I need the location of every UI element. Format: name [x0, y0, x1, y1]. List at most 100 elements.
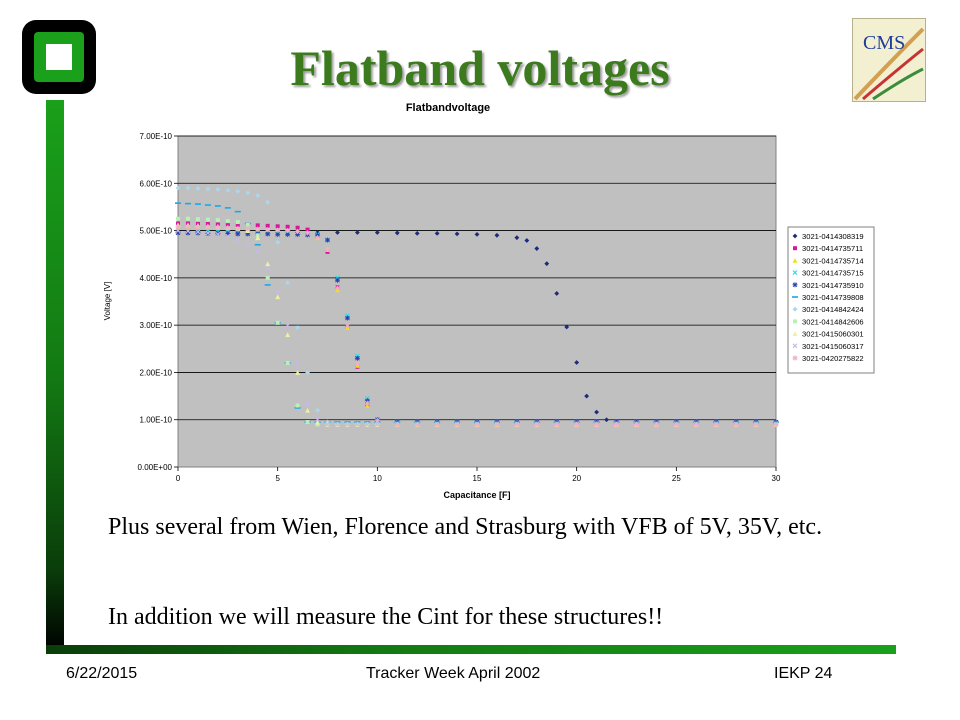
- data-point: [264, 284, 271, 286]
- y-tick-label: 4.00E-10: [140, 274, 173, 283]
- data-point: [195, 229, 201, 235]
- data-point: [394, 230, 400, 236]
- data-point: [534, 421, 540, 427]
- data-point: [325, 246, 330, 252]
- data-point: [184, 202, 191, 205]
- data-point: [285, 332, 291, 337]
- data-point: [295, 325, 300, 330]
- data-point: [195, 230, 201, 236]
- data-point: [295, 225, 300, 230]
- legend-marker: [792, 282, 798, 288]
- data-point: [733, 421, 739, 427]
- data-point: [574, 421, 580, 427]
- legend-marker: [792, 306, 798, 312]
- legend-marker: [792, 355, 798, 361]
- data-point: [235, 220, 240, 225]
- data-point: [265, 261, 271, 267]
- y-tick-label: 6.00E-10: [140, 179, 173, 188]
- data-point: [454, 231, 460, 237]
- data-point: [414, 421, 420, 427]
- data-point: [494, 421, 500, 427]
- x-tick-label: 25: [672, 474, 681, 483]
- data-point: [394, 421, 400, 427]
- data-point: [175, 224, 181, 230]
- data-point: [614, 421, 620, 427]
- data-point: [225, 225, 231, 231]
- legend-label: 3021-0420275822: [802, 354, 864, 363]
- data-point: [454, 421, 460, 427]
- legend-label: 3021-0414735711: [802, 244, 863, 253]
- y-tick-label: 7.00E-10: [140, 132, 173, 141]
- data-point: [285, 280, 291, 285]
- data-point: [514, 421, 520, 427]
- data-point: [255, 226, 261, 232]
- x-tick-label: 15: [473, 474, 482, 483]
- data-point: [195, 186, 201, 191]
- legend-marker: [793, 246, 797, 251]
- data-point: [474, 421, 480, 427]
- data-point: [265, 275, 270, 280]
- data-point: [225, 230, 231, 236]
- data-point: [374, 418, 380, 424]
- data-point: [185, 185, 191, 191]
- series-3021-0420275822: [175, 224, 779, 427]
- y-tick-label: 2.00E-10: [140, 368, 173, 377]
- data-point: [584, 393, 590, 399]
- legend: 3021-0414308319 3021-0414735711 3021-04147…: [792, 232, 864, 363]
- data-point: [285, 360, 290, 365]
- data-point: [175, 202, 181, 204]
- x-tick-label: 20: [572, 474, 581, 483]
- data-point: [195, 224, 201, 230]
- data-point: [194, 203, 201, 205]
- legend-label: 3021-0414735714: [802, 256, 864, 265]
- data-point: [245, 242, 251, 248]
- data-point: [275, 231, 281, 237]
- data-point: [633, 421, 639, 427]
- data-point: [225, 187, 231, 193]
- y-tick-label: 3.00E-10: [140, 321, 173, 330]
- footer-event: Tracker Week April 2002: [366, 665, 541, 682]
- y-tick-label: 5.00E-10: [140, 227, 173, 236]
- y-tick-label: 0.00E+00: [138, 463, 173, 472]
- data-point: [494, 232, 500, 238]
- data-point: [245, 231, 251, 237]
- footer-page-number: IEKP 24: [774, 665, 833, 682]
- data-point: [275, 289, 281, 295]
- legend-label: 3021-0414739808: [802, 293, 864, 302]
- data-point: [265, 223, 270, 228]
- data-point: [653, 421, 659, 427]
- data-point: [305, 227, 310, 232]
- data-point: [335, 422, 340, 427]
- legend-marker: [792, 258, 798, 263]
- x-axis-label: Capacitance [F]: [443, 490, 510, 500]
- data-point: [295, 231, 301, 237]
- data-point: [325, 237, 330, 243]
- data-point: [275, 294, 281, 300]
- data-point: [245, 222, 250, 227]
- data-point: [215, 230, 221, 236]
- data-point: [315, 407, 320, 413]
- data-point: [185, 216, 190, 221]
- body-text-2: In addition we will measure the Cint for…: [108, 604, 664, 630]
- data-point: [693, 421, 699, 427]
- data-point: [234, 210, 241, 213]
- data-point: [554, 421, 560, 427]
- data-point: [364, 400, 370, 406]
- legend-label: 3021-0414308319: [802, 232, 864, 241]
- data-point: [344, 315, 350, 321]
- data-point: [773, 421, 779, 427]
- data-point: [265, 227, 271, 233]
- data-point: [334, 285, 340, 291]
- data-point: [604, 417, 609, 423]
- data-point: [215, 218, 220, 223]
- data-point: [245, 190, 251, 196]
- data-point: [254, 243, 261, 246]
- cms-logo-text: CMS: [863, 32, 905, 54]
- x-tick-label: 5: [275, 474, 280, 483]
- data-point: [185, 224, 191, 230]
- data-point: [374, 422, 380, 427]
- data-point: [214, 205, 221, 207]
- x-tick-label: 30: [772, 474, 781, 483]
- data-point: [574, 360, 580, 365]
- data-point: [334, 277, 340, 283]
